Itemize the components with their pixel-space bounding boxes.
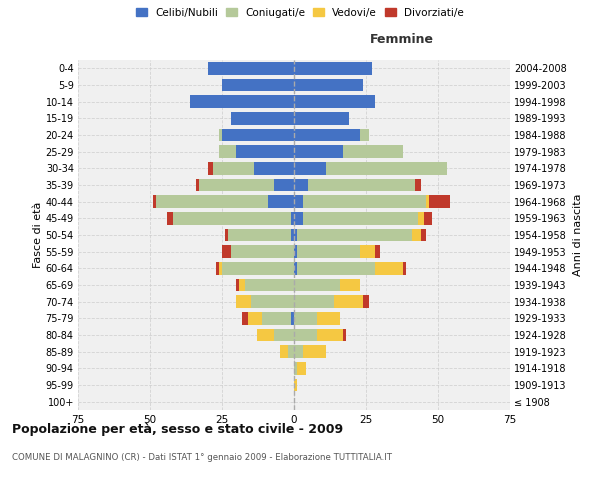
Bar (427, 196, 430, 208)
Bar (216, 262, 219, 274)
Bar (236, 279, 239, 291)
Bar (291, 229, 294, 241)
Bar (222, 79, 294, 92)
Bar (248, 312, 262, 324)
Bar (297, 229, 412, 241)
Bar (294, 179, 308, 192)
Bar (190, 96, 294, 108)
Bar (153, 196, 156, 208)
Bar (268, 196, 294, 208)
Bar (294, 212, 302, 224)
Bar (199, 179, 274, 192)
Bar (251, 296, 294, 308)
Bar (374, 246, 380, 258)
Bar (196, 179, 199, 192)
Text: Femmine: Femmine (370, 33, 434, 46)
Bar (294, 162, 326, 174)
Bar (360, 129, 369, 141)
Bar (360, 246, 374, 258)
Bar (167, 212, 173, 224)
Bar (254, 162, 294, 174)
Bar (242, 312, 248, 324)
Bar (280, 346, 288, 358)
Bar (274, 329, 294, 341)
Bar (308, 179, 415, 192)
Bar (294, 312, 317, 324)
Bar (421, 229, 427, 241)
Bar (236, 146, 294, 158)
Bar (222, 262, 294, 274)
Bar (262, 312, 291, 324)
Bar (239, 279, 245, 291)
Bar (274, 179, 294, 192)
Bar (317, 312, 340, 324)
Bar (418, 212, 424, 224)
Bar (297, 362, 305, 374)
Bar (156, 196, 268, 208)
Bar (415, 179, 421, 192)
Bar (294, 196, 302, 208)
Bar (219, 146, 236, 158)
Bar (294, 296, 334, 308)
Bar (294, 129, 360, 141)
Bar (294, 229, 297, 241)
Bar (208, 162, 214, 174)
Bar (294, 246, 297, 258)
Text: Popolazione per età, sesso e stato civile - 2009: Popolazione per età, sesso e stato civil… (12, 422, 343, 436)
Bar (257, 329, 274, 341)
Bar (291, 312, 294, 324)
Bar (219, 262, 222, 274)
Bar (302, 346, 326, 358)
Bar (291, 212, 294, 224)
Bar (340, 279, 360, 291)
Text: COMUNE DI MALAGNINO (CR) - Dati ISTAT 1° gennaio 2009 - Elaborazione TUTTITALIA.: COMUNE DI MALAGNINO (CR) - Dati ISTAT 1°… (12, 452, 392, 462)
Bar (430, 196, 449, 208)
Bar (294, 379, 297, 391)
Bar (219, 129, 222, 141)
Bar (230, 112, 294, 124)
Bar (208, 62, 294, 74)
Bar (334, 296, 363, 308)
Bar (374, 262, 403, 274)
Bar (288, 346, 294, 358)
Bar (302, 196, 427, 208)
Bar (297, 246, 360, 258)
Legend: Celibi/Nubili, Coniugati/e, Vedovi/e, Divorziati/e: Celibi/Nubili, Coniugati/e, Vedovi/e, Di… (136, 8, 464, 18)
Bar (302, 212, 418, 224)
Bar (230, 246, 294, 258)
Bar (294, 79, 363, 92)
Bar (294, 362, 297, 374)
Bar (236, 296, 251, 308)
Bar (225, 229, 228, 241)
Bar (412, 229, 421, 241)
Bar (294, 279, 340, 291)
Y-axis label: Fasce di età: Fasce di età (32, 202, 43, 268)
Y-axis label: Anni di nascita: Anni di nascita (573, 194, 583, 276)
Bar (294, 346, 302, 358)
Bar (245, 279, 294, 291)
Bar (294, 146, 343, 158)
Bar (173, 212, 291, 224)
Bar (222, 246, 230, 258)
Bar (228, 229, 291, 241)
Bar (294, 96, 374, 108)
Bar (294, 329, 317, 341)
Bar (363, 296, 369, 308)
Bar (214, 162, 254, 174)
Bar (317, 329, 343, 341)
Bar (222, 129, 294, 141)
Bar (424, 212, 432, 224)
Bar (343, 146, 403, 158)
Bar (403, 262, 406, 274)
Bar (326, 162, 446, 174)
Bar (294, 112, 349, 124)
Bar (294, 262, 297, 274)
Bar (343, 329, 346, 341)
Bar (294, 62, 372, 74)
Bar (297, 262, 374, 274)
